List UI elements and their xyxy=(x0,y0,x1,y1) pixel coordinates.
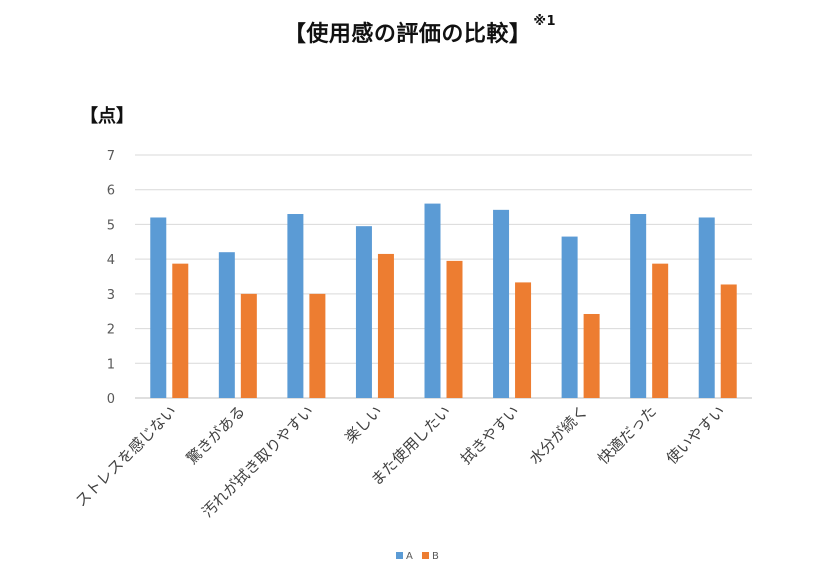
legend-swatch xyxy=(396,552,403,559)
x-category-label: 汚れが拭き取りやすい xyxy=(198,402,317,521)
y-tick-label: 2 xyxy=(107,323,115,338)
legend-label: B xyxy=(432,551,439,562)
bar-b xyxy=(377,253,394,398)
bar-a xyxy=(424,203,441,398)
bar-a xyxy=(698,217,715,398)
bar-b xyxy=(309,293,326,398)
bars xyxy=(150,203,737,398)
bar-b xyxy=(583,313,600,398)
y-axis-label: 【点】 xyxy=(80,106,134,127)
x-category-label: ストレスを感じない xyxy=(72,402,180,510)
y-tick-label: 3 xyxy=(107,288,115,303)
x-category-label: 拭きやすい xyxy=(457,402,523,468)
bar-a xyxy=(150,217,167,398)
bar-b xyxy=(720,284,737,398)
x-category-label: 驚きがある xyxy=(183,402,249,468)
bar-a xyxy=(355,226,372,398)
bar-b xyxy=(172,263,189,398)
y-tick-label: 6 xyxy=(107,184,115,199)
chart-title-text: 【使用感の評価の比較】 xyxy=(283,22,532,47)
bar-a xyxy=(561,236,578,398)
bar-a xyxy=(218,252,235,398)
bar-b xyxy=(446,260,463,398)
x-category-label: 使いやすい xyxy=(663,402,729,468)
y-tick-label: 0 xyxy=(107,392,115,407)
y-tick-label: 5 xyxy=(107,218,115,233)
x-axis-labels: ストレスを感じない 驚きがある汚れが拭き取りやすい 楽しいまた使用したい 拭きやすい水… xyxy=(72,402,729,521)
x-category-label: 楽しい xyxy=(341,402,386,447)
chart-title: 【使用感の評価の比較】※1 xyxy=(0,14,840,48)
bar-b xyxy=(240,293,257,398)
bar-a xyxy=(493,209,510,398)
gridlines xyxy=(135,154,752,399)
legend-label: A xyxy=(406,551,413,562)
y-tick-label: 1 xyxy=(107,357,115,372)
chart-title-note: ※1 xyxy=(533,14,557,29)
x-category-label: 快適だった xyxy=(594,402,660,468)
y-axis-ticks: 0 1 2 3 4 5 6 7 xyxy=(107,149,115,407)
x-category-label: 水分が続く xyxy=(526,402,592,468)
bar-b xyxy=(515,282,532,398)
bar-b xyxy=(652,263,669,398)
bar-a xyxy=(630,214,647,398)
legend-swatch xyxy=(422,552,429,559)
bar-a xyxy=(287,214,304,398)
y-tick-label: 4 xyxy=(107,253,115,268)
y-tick-label: 7 xyxy=(107,149,115,164)
